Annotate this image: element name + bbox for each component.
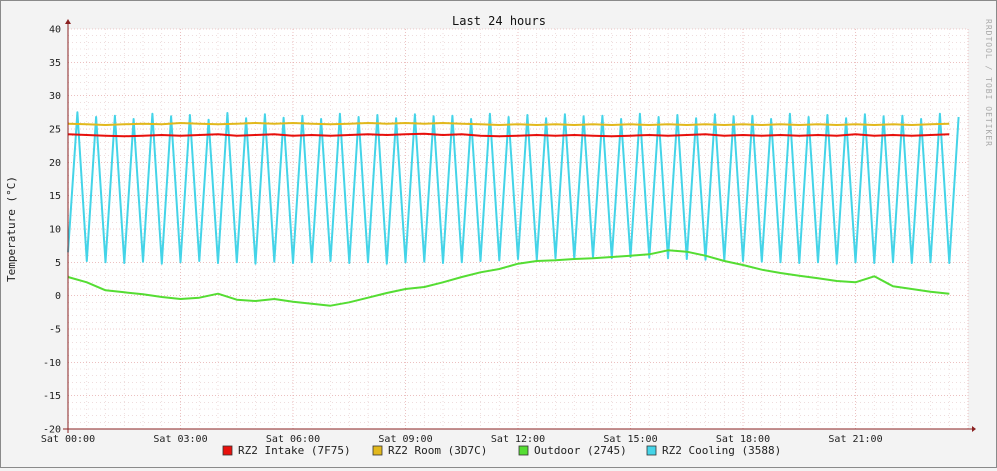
legend-swatch [646,445,657,456]
legend-label: RZ2 Room (3D7C) [388,444,487,457]
x-tick-label: Sat 12:00 [491,434,545,445]
x-tick-label: Sat 06:00 [266,434,320,445]
y-tick-label: -10 [43,358,61,369]
x-tick-label: Sat 00:00 [41,434,95,445]
x-axis-arrow [972,426,976,432]
y-tick-label: 20 [49,158,61,169]
y-tick-label: 15 [49,191,61,202]
legend-swatch [518,445,529,456]
y-tick-label: 30 [49,91,61,102]
x-tick-label: Sat 15:00 [603,434,657,445]
legend-label: Outdoor (2745) [534,444,627,457]
series-line [67,249,950,307]
watermark: RRDTOOL / TOBI OETIKER [984,19,993,147]
y-tick-label: 5 [55,258,61,269]
y-tick-label: -5 [49,325,61,336]
x-tick-labels: Sat 00:00 Sat 03:00 Sat 06:00 Sat 09:00 Sat … [41,434,883,445]
y-tick-label: -20 [43,425,61,436]
legend-swatch [222,445,233,456]
legend-label: RZ2 Cooling (3588) [662,444,781,457]
y-tick-labels: 40 35 30 25 20 15 10 5 0 -5 -10 -15 -20 [43,25,61,436]
y-tick-label: 10 [49,225,61,236]
y-tick-label: 25 [49,125,61,136]
x-tick-label: Sat 21:00 [828,434,882,445]
y-tick-label: 40 [49,25,61,36]
chart-title: Last 24 hours [452,14,546,28]
y-tick-label: -15 [43,391,61,402]
legend-label: RZ2 Intake (7F75) [238,444,351,457]
series-line [67,111,960,265]
x-tick-label: Sat 09:00 [378,434,432,445]
legend-swatch [372,445,383,456]
y-axis-label: Temperature (°C) [5,176,18,282]
axes [63,19,976,433]
y-tick-label: 0 [55,291,61,302]
y-tick-label: 35 [49,58,61,69]
series-line [67,122,950,126]
legend: RZ2 Intake (7F75) RZ2 Room (3D7C) Outdoor … [222,444,781,457]
y-axis-arrow [65,19,71,24]
series-layer [67,111,960,307]
x-tick-label: Sat 18:00 [716,434,770,445]
series-line [67,132,950,138]
x-tick-label: Sat 03:00 [153,434,207,445]
grid-lines [67,28,969,430]
